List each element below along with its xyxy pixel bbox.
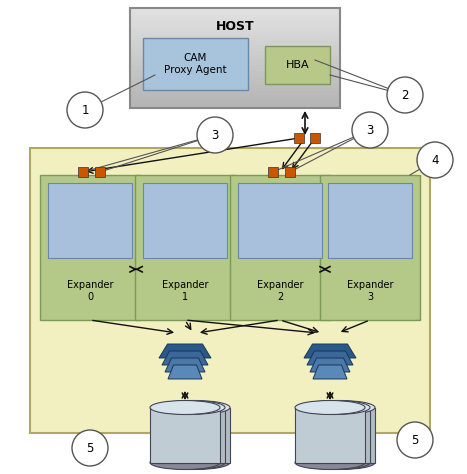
Bar xyxy=(130,78,340,82)
Ellipse shape xyxy=(155,401,225,414)
Bar xyxy=(130,58,340,62)
Bar xyxy=(230,175,330,320)
Text: 5: 5 xyxy=(86,441,94,455)
Bar xyxy=(95,167,105,177)
Bar xyxy=(130,35,340,38)
Bar xyxy=(130,25,340,28)
Ellipse shape xyxy=(160,401,230,414)
Text: HBA: HBA xyxy=(286,60,309,70)
Bar xyxy=(130,8,340,108)
Text: 4: 4 xyxy=(431,154,439,166)
Bar xyxy=(130,41,340,45)
Bar xyxy=(320,175,420,320)
Ellipse shape xyxy=(295,401,365,414)
Bar xyxy=(130,15,340,18)
Bar xyxy=(130,18,340,22)
Circle shape xyxy=(387,77,423,113)
Circle shape xyxy=(397,422,433,458)
Bar xyxy=(150,408,220,463)
Bar xyxy=(300,408,370,463)
Polygon shape xyxy=(310,358,350,372)
Circle shape xyxy=(72,430,108,466)
Ellipse shape xyxy=(295,456,365,470)
Bar xyxy=(295,408,365,463)
Bar xyxy=(48,183,132,258)
Circle shape xyxy=(417,142,453,178)
Bar xyxy=(294,133,304,143)
Bar xyxy=(130,95,340,99)
Bar xyxy=(135,175,235,320)
Ellipse shape xyxy=(300,456,370,470)
Bar xyxy=(130,82,340,85)
Polygon shape xyxy=(304,344,356,358)
Ellipse shape xyxy=(300,401,370,414)
Bar xyxy=(130,75,340,79)
Bar xyxy=(130,11,340,15)
Bar xyxy=(130,28,340,32)
Ellipse shape xyxy=(150,401,220,414)
Bar xyxy=(130,101,340,105)
Bar xyxy=(285,167,295,177)
Bar xyxy=(78,167,88,177)
Bar xyxy=(130,68,340,72)
Bar xyxy=(130,85,340,89)
Ellipse shape xyxy=(150,456,220,470)
Ellipse shape xyxy=(160,456,230,470)
Bar xyxy=(160,408,230,463)
Bar xyxy=(130,64,340,69)
Polygon shape xyxy=(162,351,208,365)
Bar xyxy=(143,183,227,258)
Text: Expander
3: Expander 3 xyxy=(347,280,393,302)
Bar xyxy=(328,183,412,258)
Bar xyxy=(130,31,340,35)
Ellipse shape xyxy=(155,456,225,470)
Bar xyxy=(130,71,340,75)
Polygon shape xyxy=(168,365,202,379)
Bar xyxy=(143,38,248,90)
Polygon shape xyxy=(159,344,211,358)
Bar xyxy=(130,38,340,42)
Polygon shape xyxy=(313,365,347,379)
Bar xyxy=(130,21,340,25)
Bar xyxy=(130,98,340,102)
Bar xyxy=(130,45,340,48)
Ellipse shape xyxy=(305,456,375,470)
Ellipse shape xyxy=(305,401,375,414)
Text: Expander
0: Expander 0 xyxy=(67,280,113,302)
Bar xyxy=(305,408,375,463)
Bar xyxy=(130,48,340,52)
Text: 2: 2 xyxy=(401,89,409,101)
Bar xyxy=(130,61,340,65)
Bar xyxy=(130,105,340,109)
Bar xyxy=(130,51,340,55)
Bar xyxy=(130,91,340,95)
Bar xyxy=(40,175,140,320)
Bar xyxy=(238,183,322,258)
Polygon shape xyxy=(165,358,205,372)
Text: CAM
Proxy Agent: CAM Proxy Agent xyxy=(164,53,227,75)
Bar xyxy=(310,133,320,143)
Text: Expander
1: Expander 1 xyxy=(162,280,208,302)
Bar xyxy=(265,46,330,84)
Bar xyxy=(130,55,340,58)
Text: HOST: HOST xyxy=(216,19,255,33)
Circle shape xyxy=(352,112,388,148)
Text: 3: 3 xyxy=(211,128,219,142)
Polygon shape xyxy=(307,351,353,365)
Circle shape xyxy=(67,92,103,128)
Bar xyxy=(155,408,225,463)
Text: Expander
2: Expander 2 xyxy=(257,280,303,302)
Text: 5: 5 xyxy=(411,434,419,447)
Circle shape xyxy=(197,117,233,153)
Bar xyxy=(268,167,278,177)
Text: 1: 1 xyxy=(81,103,89,117)
Text: 3: 3 xyxy=(366,124,374,137)
Bar xyxy=(130,88,340,92)
Bar xyxy=(30,148,430,433)
Bar xyxy=(130,8,340,12)
